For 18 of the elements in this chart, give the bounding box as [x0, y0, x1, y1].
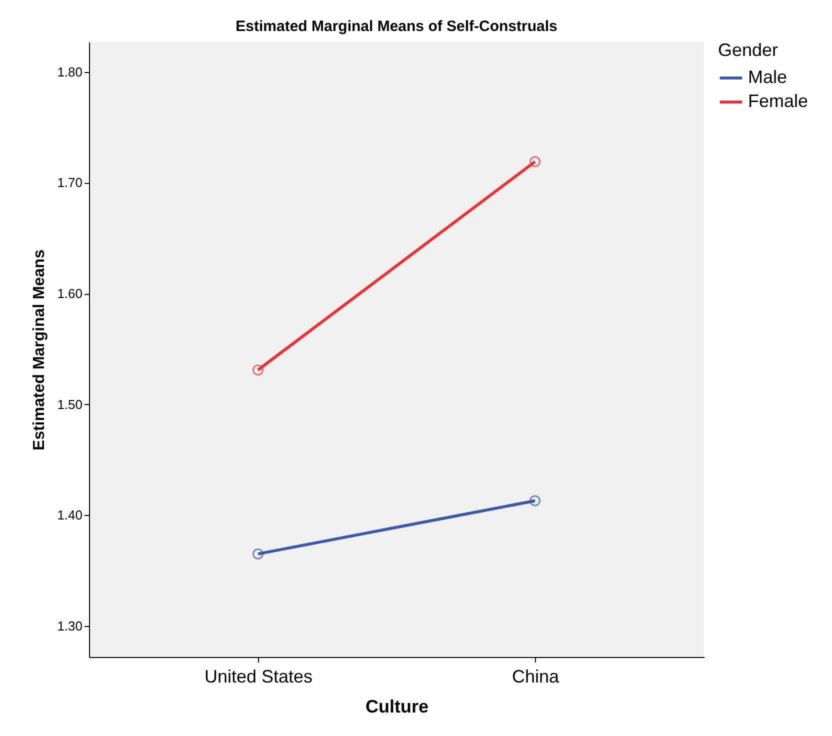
x-axis-title: Culture — [366, 696, 428, 716]
legend-label: Female — [748, 91, 808, 111]
y-tick-label: 1.60 — [57, 286, 82, 302]
point — [252, 548, 264, 560]
y-axis-title: Estimated Marginal Means — [31, 249, 48, 450]
legend-label: Male — [748, 67, 788, 87]
y-tick-label: 1.50 — [57, 396, 82, 412]
y-tick-label: 1.80 — [57, 64, 82, 80]
x-tick-label: United States — [204, 666, 313, 686]
x-tick-label: China — [512, 666, 560, 686]
point — [252, 364, 264, 376]
legend-title: Gender — [718, 40, 778, 60]
point — [530, 156, 541, 168]
y-tick-label: 1.40 — [57, 508, 82, 523]
point — [530, 495, 541, 506]
y-tick-label: 1.70 — [57, 175, 82, 190]
chart-title: Estimated Marginal Means of Self-Construals — [236, 18, 558, 35]
y-tick-label: 1.30 — [57, 618, 82, 634]
